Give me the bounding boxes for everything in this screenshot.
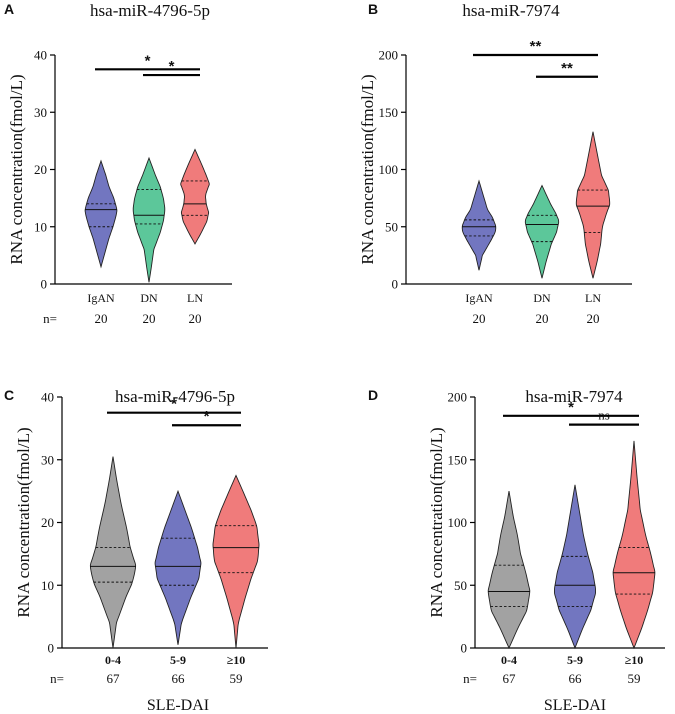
chart-title: hsa-miR-7974 xyxy=(462,1,560,20)
violin-DN xyxy=(132,156,166,283)
panel-letter: C xyxy=(4,387,14,403)
chart-title: hsa-miR-7974 xyxy=(525,387,623,406)
y-tick-label: 0 xyxy=(48,641,55,656)
violin-IgAN xyxy=(84,159,118,269)
x-category-label: IgAN xyxy=(465,291,493,305)
y-tick-label: 0 xyxy=(41,277,48,292)
y-tick-label: 50 xyxy=(385,219,398,234)
violin-IgAN xyxy=(461,179,497,271)
y-axis-label: RNA concentration(fmol/L) xyxy=(14,427,33,617)
n-prefix: n= xyxy=(50,671,64,686)
y-tick-label: 30 xyxy=(41,452,54,467)
y-tick-label: 10 xyxy=(34,219,47,234)
violin-≥10 xyxy=(612,440,656,650)
n-value: 67 xyxy=(503,671,517,686)
violin-LN xyxy=(575,131,611,279)
y-axis-label: RNA concentration(fmol/L) xyxy=(427,427,446,617)
n-value: 20 xyxy=(587,311,600,326)
n-value: 67 xyxy=(107,671,121,686)
significance-label: * xyxy=(204,408,210,425)
x-category-label: LN xyxy=(187,291,203,305)
x-category-label: DN xyxy=(140,291,158,305)
significance-label: * xyxy=(171,396,177,413)
n-value: 20 xyxy=(536,311,549,326)
y-tick-label: 200 xyxy=(448,390,468,405)
x-category-label: 5-9 xyxy=(170,653,186,667)
violin-5-9 xyxy=(553,484,597,650)
y-tick-label: 40 xyxy=(41,390,54,405)
significance-label: * xyxy=(568,399,574,416)
y-tick-label: 0 xyxy=(392,277,399,292)
x-category-label: 0-4 xyxy=(105,653,121,667)
x-axis-label: SLE-DAI xyxy=(147,697,209,714)
y-tick-label: 150 xyxy=(379,105,399,120)
n-value: 59 xyxy=(628,671,641,686)
n-value: 20 xyxy=(95,311,108,326)
significance-label: * xyxy=(169,58,175,75)
n-prefix: n= xyxy=(43,311,57,326)
y-tick-label: 30 xyxy=(34,105,47,120)
violin-0-4 xyxy=(89,456,137,649)
y-tick-label: 0 xyxy=(461,641,468,656)
n-value: 59 xyxy=(230,671,243,686)
violin-LN xyxy=(180,148,210,245)
x-category-label: 0-4 xyxy=(501,653,517,667)
y-tick-label: 20 xyxy=(41,515,54,530)
n-value: 20 xyxy=(189,311,202,326)
n-value: 66 xyxy=(172,671,186,686)
panel-letter: A xyxy=(4,1,14,17)
panel-letter: D xyxy=(368,387,378,403)
chart-title: hsa-miR-4796-5p xyxy=(115,387,235,406)
significance-label: * xyxy=(145,52,151,69)
y-axis-label: RNA concentration(fmol/L) xyxy=(358,74,377,264)
violin-DN xyxy=(524,184,560,279)
n-value: 66 xyxy=(569,671,583,686)
y-tick-label: 20 xyxy=(34,162,47,177)
n-value: 20 xyxy=(143,311,156,326)
violin-0-4 xyxy=(487,491,531,650)
x-axis-label: SLE-DAI xyxy=(544,697,606,714)
y-tick-label: 40 xyxy=(34,48,47,63)
chart-title: hsa-miR-4796-5p xyxy=(90,1,210,20)
y-tick-label: 10 xyxy=(41,578,54,593)
y-tick-label: 200 xyxy=(379,48,399,63)
y-tick-label: 50 xyxy=(454,578,467,593)
y-tick-label: 150 xyxy=(448,452,468,467)
violin-5-9 xyxy=(154,489,202,645)
y-axis-label: RNA concentration(fmol/L) xyxy=(7,74,26,264)
panel-letter: B xyxy=(368,1,378,17)
x-category-label: IgAN xyxy=(87,291,115,305)
violin-≥10 xyxy=(212,474,260,649)
x-category-label: ≥10 xyxy=(625,653,644,667)
y-tick-label: 100 xyxy=(448,515,468,530)
significance-label: ** xyxy=(561,60,573,77)
n-prefix: n= xyxy=(463,671,477,686)
significance-label: ** xyxy=(530,38,542,55)
y-tick-label: 100 xyxy=(379,162,399,177)
x-category-label: DN xyxy=(533,291,551,305)
significance-label: ns xyxy=(598,408,610,423)
x-category-label: LN xyxy=(585,291,601,305)
x-category-label: ≥10 xyxy=(227,653,246,667)
x-category-label: 5-9 xyxy=(567,653,583,667)
n-value: 20 xyxy=(473,311,486,326)
